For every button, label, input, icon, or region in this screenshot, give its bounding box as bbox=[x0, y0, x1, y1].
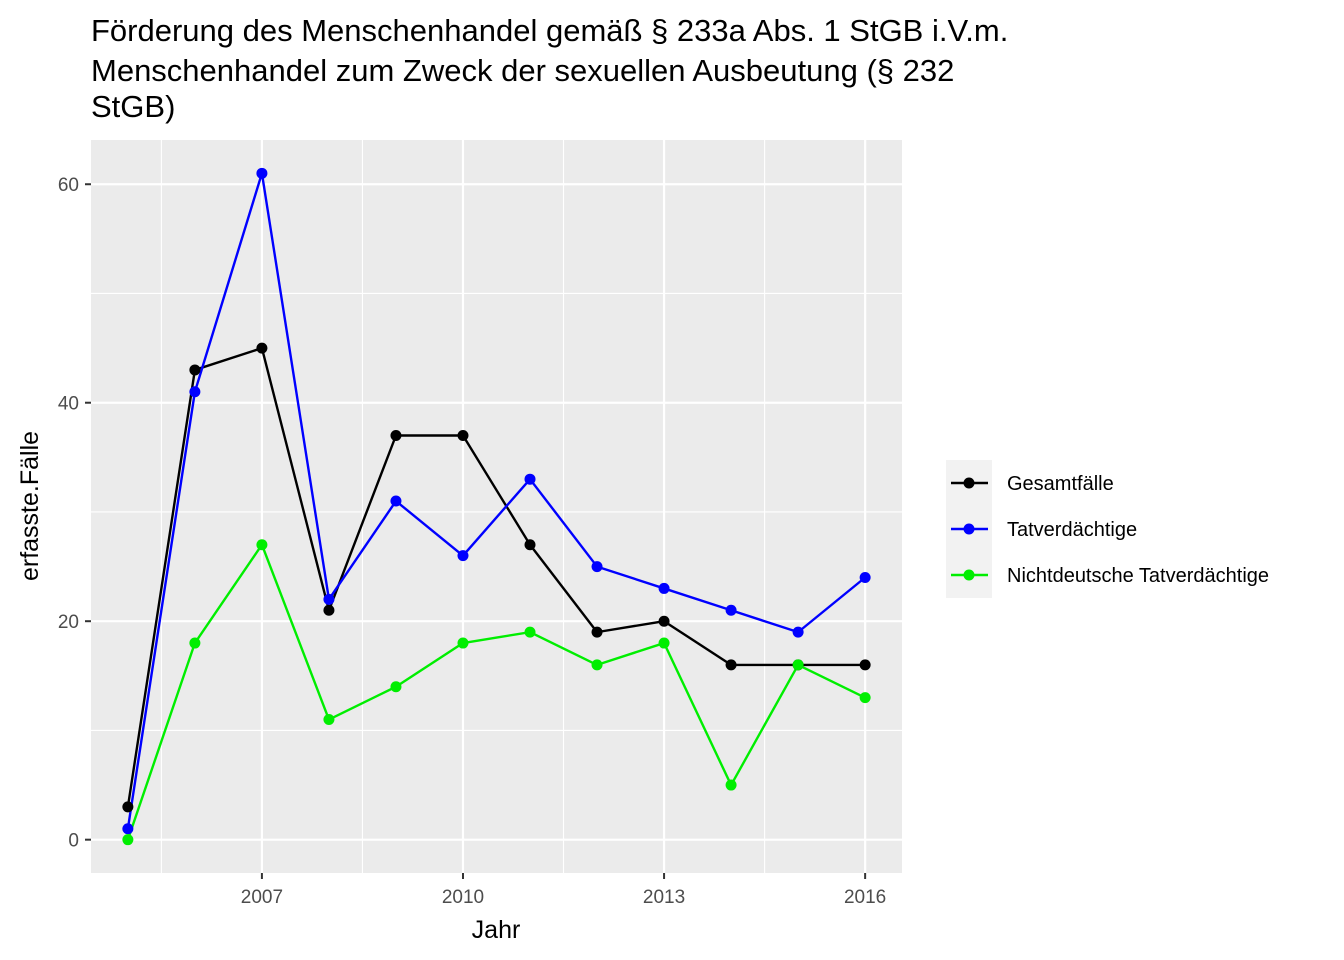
data-point-tatverdaechtige bbox=[859, 572, 871, 584]
chart-title: Förderung des Menschenhandel gemäß § 233… bbox=[91, 13, 1008, 124]
data-point-gesamtfaelle bbox=[323, 604, 335, 616]
data-point-nichtdeutsche-tatverdaechtige bbox=[256, 539, 268, 551]
data-point-nichtdeutsche-tatverdaechtige bbox=[524, 626, 536, 638]
x-tick-label: 2007 bbox=[241, 887, 283, 908]
data-point-nichtdeutsche-tatverdaechtige bbox=[859, 692, 871, 704]
data-point-gesamtfaelle bbox=[189, 364, 201, 376]
data-point-nichtdeutsche-tatverdaechtige bbox=[457, 637, 469, 649]
x-tick-label: 2013 bbox=[643, 887, 685, 908]
x-tick-label: 2016 bbox=[844, 887, 886, 908]
x-axis: 2007 2010 2013 2016 bbox=[241, 873, 886, 908]
legend-point-tatverdaechtige bbox=[963, 523, 975, 535]
data-point-nichtdeutsche-tatverdaechtige bbox=[792, 659, 804, 671]
data-point-nichtdeutsche-tatverdaechtige bbox=[658, 637, 670, 649]
data-point-nichtdeutsche-tatverdaechtige bbox=[189, 637, 201, 649]
major-gridlines bbox=[91, 140, 902, 873]
x-axis-title: Jahr bbox=[472, 916, 521, 944]
y-tick-label: 0 bbox=[68, 831, 79, 852]
series-line-nichtdeutsche-tatverdaechtige bbox=[126, 543, 866, 841]
data-point-nichtdeutsche-tatverdaechtige bbox=[591, 659, 603, 671]
data-point-gesamtfaelle bbox=[524, 539, 536, 551]
data-point-tatverdaechtige bbox=[792, 626, 804, 638]
data-point-gesamtfaelle bbox=[725, 659, 737, 671]
legend-keys bbox=[951, 477, 988, 581]
y-tick-label: 20 bbox=[58, 612, 79, 633]
chart-title-line-2: Menschenhandel zum Zweck der sexuellen A… bbox=[91, 53, 954, 88]
data-point-tatverdaechtige bbox=[256, 167, 268, 179]
data-point-nichtdeutsche-tatverdaechtige bbox=[122, 834, 134, 846]
series-points bbox=[122, 167, 871, 846]
data-point-nichtdeutsche-tatverdaechtige bbox=[323, 714, 335, 726]
y-axis: 0 20 40 60 bbox=[58, 175, 91, 852]
data-point-tatverdaechtige bbox=[323, 593, 335, 605]
data-point-tatverdaechtige bbox=[390, 495, 402, 507]
series-lines bbox=[126, 172, 866, 841]
data-point-gesamtfaelle bbox=[390, 429, 402, 441]
data-point-tatverdaechtige bbox=[189, 386, 201, 398]
legend-label-gesamtfaelle: Gesamtfälle bbox=[1007, 473, 1114, 495]
data-point-gesamtfaelle bbox=[457, 429, 469, 441]
legend-label-nichtdeutsche-tatverdaechtige: Nichtdeutsche Tatverdächtige bbox=[1007, 565, 1269, 587]
legend: Gesamtfälle Tatverdächtige Nichtdeutsche… bbox=[946, 460, 1269, 598]
data-point-tatverdaechtige bbox=[591, 561, 603, 573]
y-tick-label: 60 bbox=[58, 175, 79, 196]
chart-title-line-3: StGB) bbox=[91, 89, 175, 124]
legend-point-gesamtfaelle bbox=[963, 477, 975, 489]
y-axis-title: erfasste.Fälle bbox=[16, 431, 44, 581]
data-point-tatverdaechtige bbox=[725, 604, 737, 616]
data-point-gesamtfaelle bbox=[658, 615, 670, 627]
data-point-gesamtfaelle bbox=[591, 626, 603, 638]
legend-point-nichtdeutsche-tatverdaechtige bbox=[963, 569, 975, 581]
plot-panel bbox=[91, 140, 902, 873]
data-point-gesamtfaelle bbox=[122, 801, 134, 813]
chart-title-line-1: Förderung des Menschenhandel gemäß § 233… bbox=[91, 13, 1008, 48]
data-point-nichtdeutsche-tatverdaechtige bbox=[390, 681, 402, 693]
data-point-nichtdeutsche-tatverdaechtige bbox=[725, 779, 737, 791]
data-point-gesamtfaelle bbox=[859, 659, 871, 671]
series-line-tatverdaechtige bbox=[126, 172, 866, 829]
legend-label-tatverdaechtige: Tatverdächtige bbox=[1007, 519, 1137, 541]
series-line-gesamtfaelle bbox=[126, 346, 866, 808]
y-tick-label: 40 bbox=[58, 394, 79, 415]
data-point-gesamtfaelle bbox=[256, 342, 268, 354]
data-point-tatverdaechtige bbox=[457, 550, 469, 562]
x-tick-label: 2010 bbox=[442, 887, 484, 908]
data-point-tatverdaechtige bbox=[658, 582, 670, 594]
data-point-tatverdaechtige bbox=[524, 473, 536, 485]
data-point-tatverdaechtige bbox=[122, 823, 134, 835]
